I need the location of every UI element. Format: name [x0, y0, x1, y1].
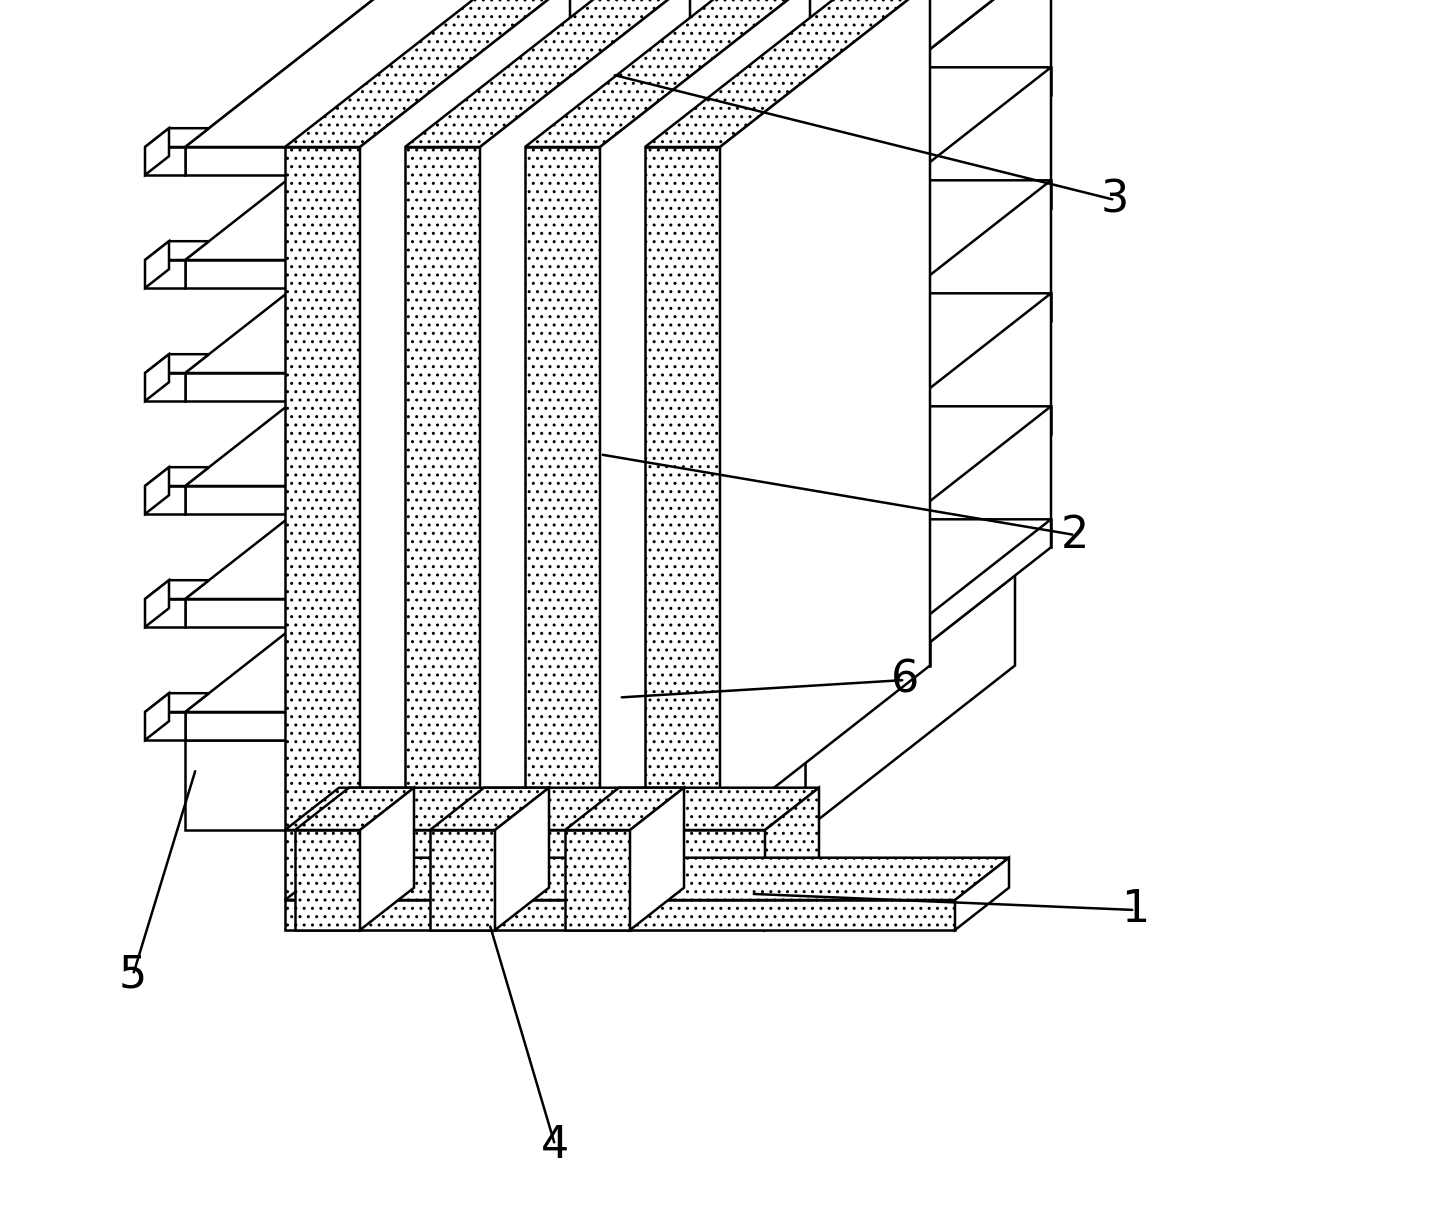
Polygon shape [144, 241, 209, 260]
Polygon shape [735, 0, 809, 666]
Polygon shape [480, 0, 691, 830]
Polygon shape [855, 0, 930, 666]
Polygon shape [565, 788, 684, 830]
Polygon shape [144, 580, 209, 599]
Polygon shape [144, 468, 209, 486]
Polygon shape [144, 580, 169, 627]
Polygon shape [144, 599, 184, 627]
Polygon shape [295, 830, 360, 929]
Polygon shape [405, 0, 691, 146]
Polygon shape [430, 788, 549, 830]
Text: 3: 3 [1101, 178, 1130, 222]
Polygon shape [805, 0, 1051, 740]
Polygon shape [360, 0, 571, 830]
Text: 5: 5 [119, 954, 147, 997]
Polygon shape [430, 180, 1051, 208]
Text: 6: 6 [891, 659, 919, 702]
Polygon shape [184, 740, 805, 830]
Polygon shape [184, 68, 1051, 260]
Polygon shape [805, 576, 1015, 830]
Text: 1: 1 [1121, 889, 1150, 932]
Polygon shape [144, 241, 169, 288]
Polygon shape [285, 146, 360, 830]
Polygon shape [430, 68, 1051, 95]
Polygon shape [430, 519, 1051, 548]
Polygon shape [144, 693, 209, 712]
Text: 2: 2 [1061, 513, 1090, 556]
Polygon shape [615, 0, 691, 666]
Polygon shape [184, 712, 805, 740]
Text: 4: 4 [541, 1124, 569, 1167]
Polygon shape [184, 293, 1051, 486]
Polygon shape [765, 788, 819, 929]
Polygon shape [645, 0, 930, 146]
Polygon shape [184, 0, 1051, 146]
Polygon shape [184, 260, 805, 288]
Polygon shape [184, 406, 1051, 599]
Polygon shape [184, 180, 1051, 373]
Polygon shape [719, 0, 930, 830]
Polygon shape [631, 788, 684, 929]
Polygon shape [495, 0, 571, 666]
Polygon shape [955, 858, 1010, 929]
Polygon shape [144, 712, 184, 740]
Polygon shape [184, 576, 1015, 740]
Polygon shape [144, 260, 184, 288]
Polygon shape [144, 693, 169, 740]
Polygon shape [184, 373, 805, 401]
Polygon shape [405, 146, 480, 830]
Polygon shape [645, 146, 719, 830]
Polygon shape [144, 486, 184, 515]
Polygon shape [430, 830, 495, 929]
Polygon shape [285, 0, 571, 146]
Polygon shape [525, 0, 809, 146]
Polygon shape [360, 788, 415, 929]
Polygon shape [184, 0, 1051, 146]
Polygon shape [144, 128, 169, 175]
Polygon shape [144, 373, 184, 401]
Polygon shape [295, 788, 415, 830]
Polygon shape [525, 146, 601, 830]
Polygon shape [285, 888, 819, 929]
Polygon shape [144, 468, 169, 515]
Polygon shape [144, 146, 184, 175]
Polygon shape [184, 599, 805, 627]
Polygon shape [601, 0, 809, 830]
Polygon shape [285, 788, 819, 830]
Polygon shape [495, 788, 549, 929]
Polygon shape [430, 293, 1051, 321]
Polygon shape [144, 128, 209, 146]
Polygon shape [430, 406, 1051, 435]
Polygon shape [285, 858, 1010, 900]
Polygon shape [144, 355, 169, 401]
Polygon shape [565, 830, 631, 929]
Polygon shape [144, 355, 209, 373]
Polygon shape [184, 519, 1051, 712]
Polygon shape [184, 486, 805, 515]
Polygon shape [285, 830, 765, 900]
Polygon shape [285, 900, 955, 929]
Polygon shape [184, 146, 805, 175]
